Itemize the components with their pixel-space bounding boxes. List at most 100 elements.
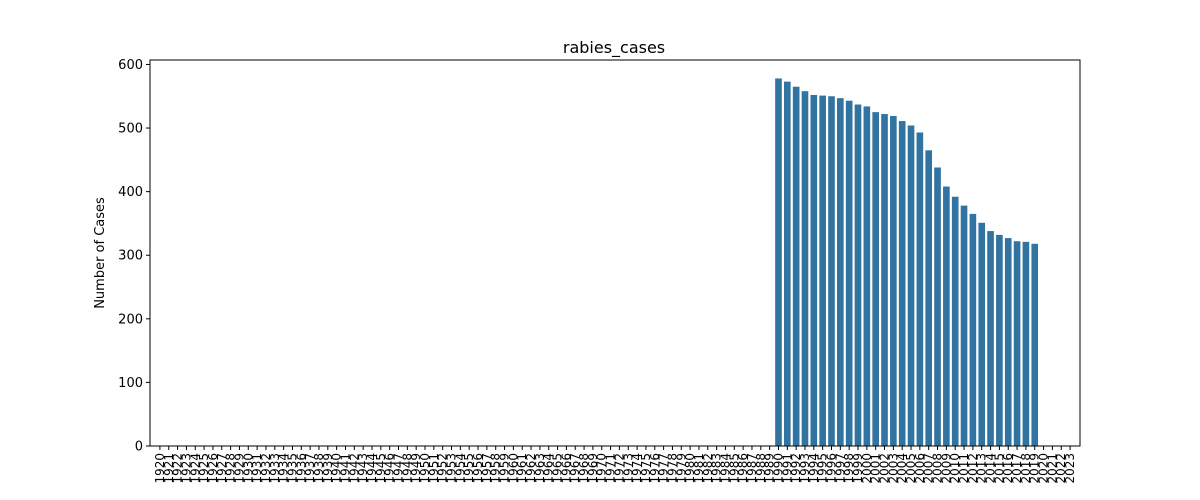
x-tick-label-2010: 2010 [948, 453, 962, 484]
x-tick-label-1968: 1968 [577, 453, 591, 484]
bar-2009 [943, 186, 950, 447]
bar-2001 [872, 112, 879, 446]
x-tick-label-1971: 1971 [604, 453, 618, 484]
x-tick-label-1993: 1993 [798, 453, 812, 484]
bar-1993 [801, 91, 809, 446]
chart-title: rabies_cases [563, 38, 665, 58]
x-tick-label-1939: 1939 [321, 453, 335, 484]
y-tick-label-600: 600 [118, 58, 143, 73]
x-tick-label-2018: 2018 [1019, 453, 1033, 484]
x-tick-label-1965: 1965 [551, 453, 565, 484]
bar-1992 [792, 86, 800, 447]
x-tick-label-2002: 2002 [878, 453, 892, 484]
bar-2002 [881, 114, 888, 447]
x-tick-label-2012: 2012 [966, 453, 980, 484]
x-tick-label-1969: 1969 [586, 453, 600, 484]
x-tick-label-1964: 1964 [542, 453, 556, 484]
bar-2010 [951, 196, 959, 446]
x-tick-label-1990: 1990 [771, 453, 785, 484]
x-tick-label-1961: 1961 [515, 453, 529, 484]
x-tick-label-1936: 1936 [294, 453, 308, 484]
y-axis: 0 100 200 300 400 500 600 [118, 58, 150, 455]
x-tick-label-1975: 1975 [639, 453, 653, 484]
x-tick-label-1983: 1983 [710, 453, 724, 484]
x-tick-label-1996: 1996 [824, 453, 838, 484]
bar-2014 [987, 231, 994, 446]
x-tick-label-2009: 2009 [939, 453, 953, 484]
x-tick-label-1998: 1998 [842, 453, 856, 484]
y-tick-label-100: 100 [118, 376, 143, 391]
x-tick-label-1997: 1997 [833, 453, 847, 484]
x-tick-label-1959: 1959 [498, 453, 512, 484]
x-tick-label-1948: 1948 [400, 453, 414, 484]
x-tick-label-1986: 1986 [736, 453, 750, 484]
x-tick-label-2013: 2013 [975, 453, 989, 484]
x-tick-label-2006: 2006 [913, 453, 927, 484]
x-tick-label-1937: 1937 [303, 453, 317, 484]
x-tick-label-1941: 1941 [338, 453, 352, 484]
bar-1995 [819, 95, 826, 447]
x-tick-label-1933: 1933 [268, 453, 282, 484]
bar-2007 [925, 150, 933, 447]
x-tick-label-2014: 2014 [984, 453, 998, 484]
x-tick-label-2000: 2000 [860, 453, 874, 484]
x-tick-label-1979: 1979 [674, 453, 688, 484]
x-tick-label-1958: 1958 [489, 453, 503, 484]
y-tick-label-400: 400 [118, 185, 143, 200]
bar-1997 [837, 98, 844, 447]
x-tick-label-1957: 1957 [480, 453, 494, 484]
x-tick-label-1932: 1932 [259, 453, 273, 484]
x-tick-label-1980: 1980 [683, 453, 697, 484]
bar-2015 [996, 234, 1003, 446]
x-tick-label-2019: 2019 [1028, 453, 1042, 484]
x-tick-label-1950: 1950 [418, 453, 432, 484]
x-tick-label-1922: 1922 [171, 453, 185, 484]
x-tick-label-1926: 1926 [206, 453, 220, 484]
x-tick-label-2022: 2022 [1054, 453, 1068, 484]
y-tick-label-300: 300 [118, 249, 143, 264]
x-tick-label-1943: 1943 [356, 453, 370, 484]
x-tick-label-1945: 1945 [374, 453, 388, 484]
x-axis: 1920192119221923192419251926192719281929… [153, 446, 1077, 484]
x-tick-label-1947: 1947 [392, 453, 406, 484]
x-tick-label-1953: 1953 [445, 453, 459, 484]
x-tick-label-1927: 1927 [215, 453, 229, 484]
bar-2012 [969, 213, 977, 446]
x-tick-label-1946: 1946 [383, 453, 397, 484]
x-tick-label-1929: 1929 [232, 453, 246, 484]
x-tick-label-1931: 1931 [250, 453, 264, 484]
bar-2006 [916, 132, 924, 447]
bar-2008 [934, 167, 941, 446]
x-tick-label-1942: 1942 [347, 453, 361, 484]
plot-frame [149, 59, 1081, 447]
x-tick-label-1970: 1970 [595, 453, 609, 484]
x-tick-label-1940: 1940 [330, 453, 344, 484]
x-tick-label-2020: 2020 [1037, 453, 1051, 484]
x-tick-label-1976: 1976 [648, 453, 662, 484]
x-tick-label-1973: 1973 [621, 453, 635, 484]
x-tick-label-1938: 1938 [312, 453, 326, 484]
x-tick-label-1981: 1981 [692, 453, 706, 484]
x-tick-label-1956: 1956 [471, 453, 485, 484]
x-tick-label-1928: 1928 [224, 453, 238, 484]
bar-2000 [863, 106, 871, 447]
x-tick-label-2023: 2023 [1063, 453, 1077, 484]
bar-1991 [784, 81, 791, 447]
bar-1996 [828, 96, 835, 446]
x-tick-label-1962: 1962 [524, 453, 538, 484]
x-tick-label-2004: 2004 [895, 453, 909, 484]
x-tick-label-1994: 1994 [807, 453, 821, 484]
x-tick-label-1951: 1951 [427, 453, 441, 484]
x-tick-label-1923: 1923 [179, 453, 193, 484]
bar-1999 [854, 104, 862, 446]
x-tick-label-2017: 2017 [1010, 453, 1024, 484]
x-tick-label-1934: 1934 [277, 453, 291, 484]
x-tick-label-2015: 2015 [992, 453, 1006, 484]
x-tick-label-1991: 1991 [780, 453, 794, 484]
y-tick-label-500: 500 [118, 122, 143, 137]
x-tick-label-1954: 1954 [453, 453, 467, 484]
x-tick-label-1974: 1974 [630, 453, 644, 484]
x-tick-label-2021: 2021 [1045, 453, 1059, 484]
x-tick-label-1972: 1972 [612, 453, 626, 484]
